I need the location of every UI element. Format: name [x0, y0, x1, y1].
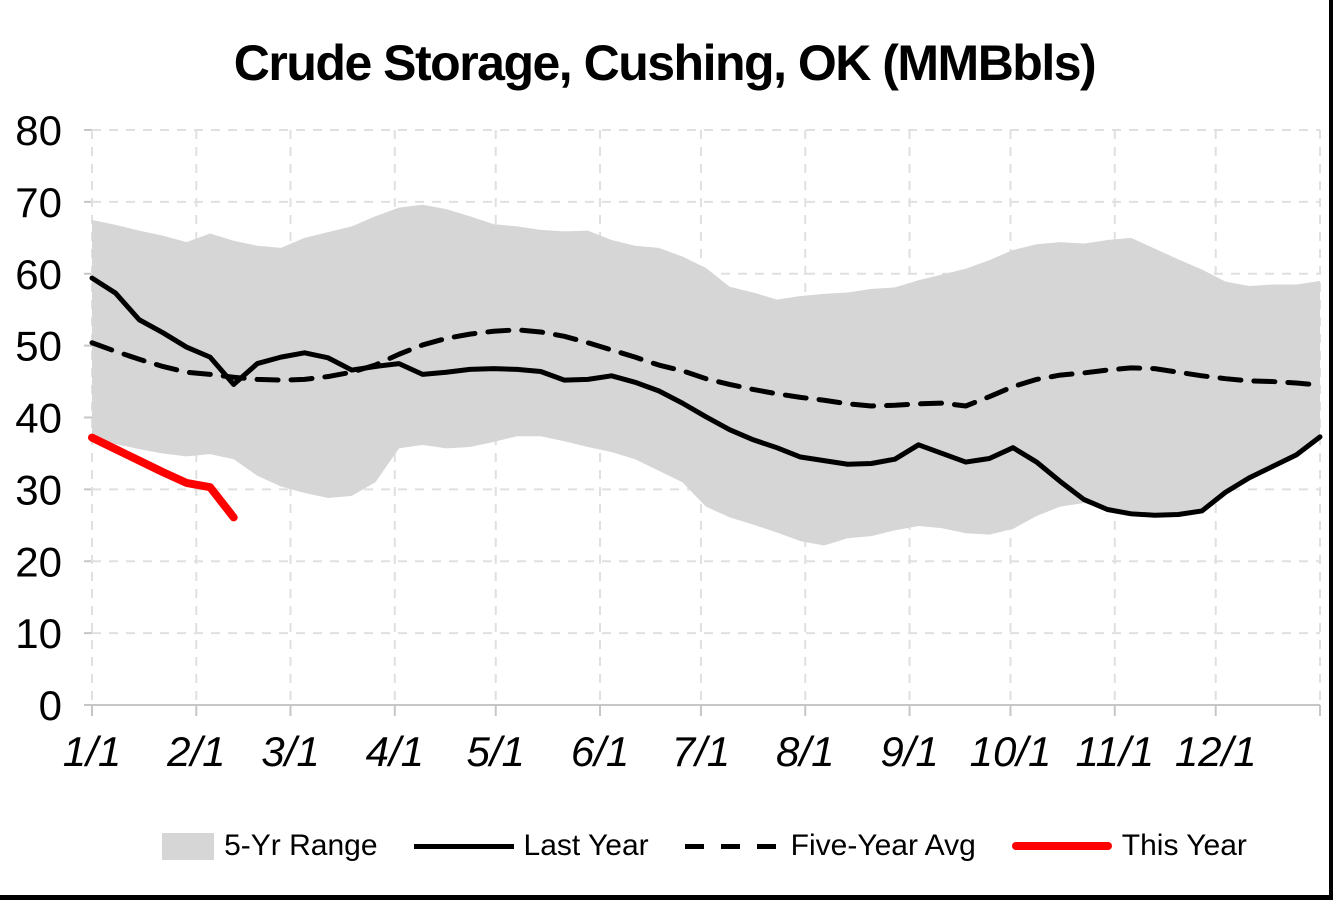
legend-swatch-this-year — [1011, 842, 1112, 850]
series-last-year — [89, 275, 1323, 518]
y-axis-label-40: 40 — [15, 395, 62, 442]
x-axis-label-6: 7/1 — [672, 728, 730, 775]
y-axis-label-20: 20 — [15, 538, 62, 585]
chart-title: Crude Storage, Cushing, OK (MMBbls) — [233, 35, 1097, 91]
x-axis-label-9: 10/1 — [970, 728, 1052, 775]
legend-label-last-year: Last Year — [523, 829, 649, 862]
y-axis-label-30: 30 — [15, 466, 62, 513]
x-axis-label-3: 4/1 — [366, 728, 424, 775]
legend-swatch-5yr-range — [162, 832, 215, 860]
x-axis-label-8: 9/1 — [880, 728, 938, 775]
legend-label-this-year: This Year — [1121, 829, 1247, 862]
legend-item-this-year: This Year — [1011, 829, 1247, 863]
legend-label-5yr-range: 5-Yr Range — [224, 829, 378, 862]
legend-item-5yr-range: 5-Yr Range — [162, 829, 378, 863]
y-axis-label-0: 0 — [39, 682, 62, 729]
y-axis-label-50: 50 — [15, 323, 62, 370]
x-axis-label-1: 2/1 — [166, 728, 225, 775]
series-this-year — [88, 433, 238, 522]
legend-swatch-last-year — [413, 843, 514, 849]
y-axis-label-10: 10 — [15, 610, 62, 657]
x-axis-label-0: 1/1 — [63, 728, 121, 775]
x-axis-label-4: 5/1 — [467, 728, 525, 775]
band-5yr-range — [92, 204, 1320, 546]
legend-swatch-five-year-avg — [684, 843, 781, 849]
x-axis-label-11: 12/1 — [1175, 728, 1257, 775]
x-axis-label-10: 11/1 — [1075, 728, 1154, 775]
x-axis-label-7: 8/1 — [776, 728, 834, 775]
legend-item-last-year: Last Year — [413, 829, 649, 863]
y-axis-label-60: 60 — [15, 251, 62, 298]
legend-item-five-year-avg: Five-Year Avg — [684, 829, 976, 863]
y-axis-label-80: 80 — [15, 107, 62, 154]
chart-legend: 5-Yr Range Last Year Five-Year Avg This … — [92, 820, 1317, 872]
y-axis-label-70: 70 — [15, 179, 62, 226]
series-five-year-avg — [89, 327, 1323, 409]
x-axis-label-5: 6/1 — [571, 728, 629, 775]
plot-area: 0 10 20 30 40 50 60 70 80 1/1 2/1 3/1 4/1 5/1 6/1 7/1 8/… — [15, 107, 1323, 775]
legend-label-five-year-avg: Five-Year Avg — [790, 829, 976, 862]
x-axis-label-2: 3/1 — [261, 728, 319, 775]
